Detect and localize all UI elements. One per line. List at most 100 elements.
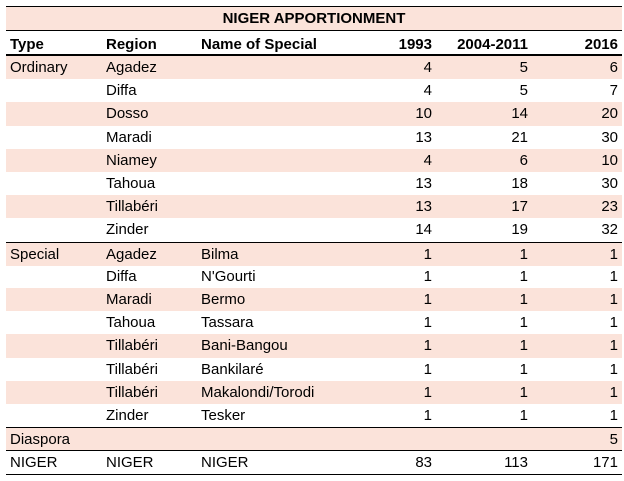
cell-2016: 1 bbox=[609, 314, 618, 332]
cell-region: Tillabéri bbox=[106, 360, 158, 378]
cell-2016: 1 bbox=[609, 407, 618, 424]
table-row: Tillabéri Bani-Bangou 1 1 1 bbox=[6, 334, 622, 358]
cell-name-of-special: NIGER bbox=[201, 454, 249, 472]
table-title: NIGER APPORTIONMENT bbox=[222, 10, 406, 27]
cell-region: Tahoua bbox=[106, 314, 156, 332]
table-row: Tahoua Tassara 1 1 1 bbox=[6, 311, 622, 334]
cell-2016: 1 bbox=[609, 291, 618, 308]
cell-name-of-special: Makalondi/Torodi bbox=[201, 383, 315, 401]
table-row: Niamey 4 6 10 bbox=[6, 148, 622, 172]
cell-1993: 13 bbox=[415, 128, 432, 146]
cell-name-of-special: Bermo bbox=[201, 291, 246, 308]
cell-2016: 1 bbox=[609, 267, 618, 285]
header-1993: 1993 bbox=[398, 36, 432, 53]
table-row: Maradi 13 21 30 bbox=[6, 126, 622, 149]
cell-1993: 1 bbox=[423, 291, 432, 308]
cell-2004-2011: 5 bbox=[519, 82, 528, 100]
cell-2004-2011: 1 bbox=[519, 314, 528, 332]
table-row: Diaspora 5 bbox=[6, 427, 622, 452]
cell-1993: 4 bbox=[423, 151, 432, 169]
cell-1993: 4 bbox=[423, 59, 432, 76]
cell-region: Zinder bbox=[106, 221, 149, 239]
table-row: Maradi Bermo 1 1 1 bbox=[6, 288, 622, 312]
cell-1993: 83 bbox=[415, 454, 432, 472]
cell-2016: 30 bbox=[601, 175, 618, 192]
cell-name-of-special: Bani-Bangou bbox=[201, 337, 288, 355]
cell-2004-2011: 1 bbox=[519, 291, 528, 308]
cell-2004-2011: 21 bbox=[511, 128, 528, 146]
header-type: Type bbox=[10, 36, 44, 53]
cell-1993: 4 bbox=[423, 82, 432, 100]
cell-region: Maradi bbox=[106, 128, 152, 146]
table-bottom-rule bbox=[6, 473, 622, 475]
cell-region: Maradi bbox=[106, 291, 152, 308]
table-row: Diffa 4 5 7 bbox=[6, 79, 622, 102]
cell-type: NIGER bbox=[10, 454, 58, 472]
cell-type: Special bbox=[10, 245, 60, 263]
cell-2004-2011: 1 bbox=[519, 267, 528, 285]
cell-2016: 10 bbox=[601, 151, 618, 169]
cell-1993: 14 bbox=[415, 221, 432, 239]
cell-region: Agadez bbox=[106, 59, 157, 76]
cell-1993: 1 bbox=[423, 314, 432, 332]
cell-region: Tahoua bbox=[106, 175, 156, 192]
header-region: Region bbox=[106, 36, 157, 53]
cell-2004-2011: 6 bbox=[519, 151, 528, 169]
cell-1993: 10 bbox=[415, 105, 432, 123]
cell-region: Diffa bbox=[106, 267, 137, 285]
cell-type: Ordinary bbox=[10, 59, 68, 76]
cell-region: Agadez bbox=[106, 245, 157, 263]
cell-2004-2011: 113 bbox=[504, 454, 528, 472]
cell-2016: 30 bbox=[601, 128, 618, 146]
header-name-of-special: Name of Special bbox=[201, 36, 317, 53]
cell-2016: 7 bbox=[609, 82, 618, 100]
cell-2016: 32 bbox=[601, 221, 618, 239]
cell-2016: 1 bbox=[609, 245, 618, 263]
cell-2004-2011: 19 bbox=[511, 221, 528, 239]
cell-region: Tillabéri bbox=[106, 198, 158, 216]
header-2004-2011: 2004-2011 bbox=[457, 36, 528, 53]
cell-1993: 1 bbox=[423, 267, 432, 285]
table-row: Special Agadez Bilma 1 1 1 bbox=[6, 241, 622, 266]
cell-1993: 1 bbox=[423, 383, 432, 401]
cell-region: Tillabéri bbox=[106, 337, 158, 355]
table-row: Dosso 10 14 20 bbox=[6, 102, 622, 126]
cell-2016: 20 bbox=[601, 105, 618, 123]
cell-1993: 1 bbox=[423, 245, 432, 263]
cell-2004-2011: 1 bbox=[519, 383, 528, 401]
cell-2016: 6 bbox=[609, 59, 618, 76]
cell-2016: 1 bbox=[609, 383, 618, 401]
cell-region: Tillabéri bbox=[106, 383, 158, 401]
cell-2004-2011: 1 bbox=[519, 245, 528, 263]
cell-name-of-special: N'Gourti bbox=[201, 267, 256, 285]
table-row: Tahoua 13 18 30 bbox=[6, 172, 622, 195]
cell-1993: 1 bbox=[423, 360, 432, 378]
table-row: Tillabéri Makalondi/Torodi 1 1 1 bbox=[6, 380, 622, 404]
cell-2004-2011: 1 bbox=[519, 360, 528, 378]
cell-2004-2011: 1 bbox=[519, 407, 528, 424]
cell-region: Niamey bbox=[106, 151, 157, 169]
cell-2016: 1 bbox=[609, 360, 618, 378]
table-row: Diffa N'Gourti 1 1 1 bbox=[6, 265, 622, 288]
table-row: Zinder 14 19 32 bbox=[6, 218, 622, 241]
cell-name-of-special: Bankilaré bbox=[201, 360, 264, 378]
cell-1993: 1 bbox=[423, 337, 432, 355]
cell-2004-2011: 14 bbox=[511, 105, 528, 123]
cell-2004-2011: 18 bbox=[511, 175, 528, 192]
table-title-row: NIGER APPORTIONMENT bbox=[6, 6, 622, 31]
cell-name-of-special: Bilma bbox=[201, 245, 239, 263]
cell-name-of-special: Tesker bbox=[201, 407, 246, 424]
cell-1993: 1 bbox=[423, 407, 432, 424]
cell-1993: 13 bbox=[415, 175, 432, 192]
cell-2016: 23 bbox=[601, 198, 618, 216]
header-2016: 2016 bbox=[584, 36, 618, 53]
cell-2004-2011: 5 bbox=[519, 59, 528, 76]
cell-2016: 5 bbox=[609, 431, 618, 449]
cell-2016: 1 bbox=[609, 337, 618, 355]
header-row: Type Region Name of Special 1993 2004-20… bbox=[6, 32, 622, 56]
table-row: Zinder Tesker 1 1 1 bbox=[6, 404, 622, 427]
cell-region: Dosso bbox=[106, 105, 149, 123]
cell-region: Diffa bbox=[106, 82, 137, 100]
cell-2004-2011: 17 bbox=[511, 198, 528, 216]
